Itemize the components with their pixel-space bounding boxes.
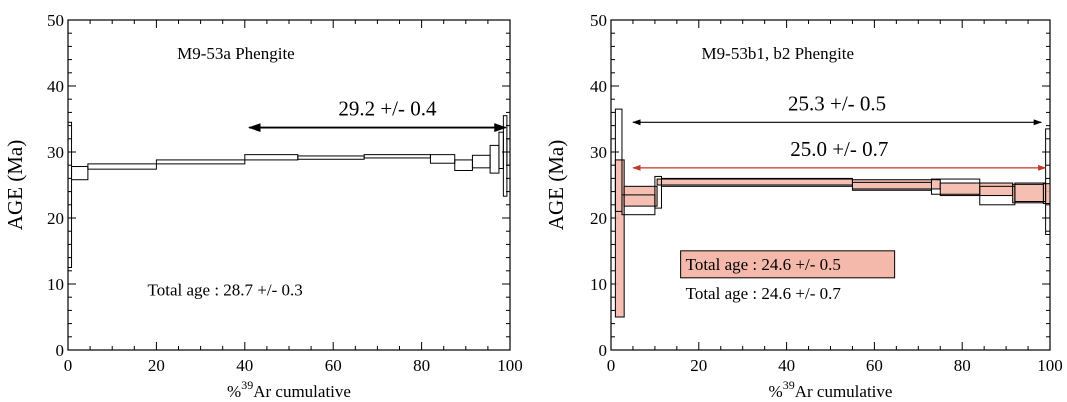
y-tick-label: 10	[47, 275, 64, 294]
x-tick-label: 0	[64, 356, 73, 375]
age-step-box	[498, 131, 504, 169]
x-axis-title-suffix: Ar cumulative	[253, 382, 351, 401]
age-step-box	[939, 182, 1014, 197]
age-step-box	[1012, 183, 1044, 204]
y-tick-label: 30	[590, 143, 607, 162]
age-step-box	[67, 121, 73, 268]
y-axis-title: AGE (Ma)	[544, 140, 568, 230]
y-axis-title: AGE (Ma)	[3, 140, 27, 230]
y-tick-label: 20	[47, 209, 64, 228]
total-age-highlight-box	[680, 250, 896, 279]
x-tick-label: 0	[607, 356, 616, 375]
plateau-age-label: 25.3 +/- 0.5	[788, 91, 886, 115]
y-tick-label: 20	[590, 209, 607, 228]
x-tick-label: 20	[690, 356, 707, 375]
x-tick-label: 40	[236, 356, 253, 375]
age-step-box	[87, 163, 157, 170]
age-step-box	[244, 154, 299, 161]
y-tick-label: 40	[590, 77, 607, 96]
series-b1	[614, 108, 1051, 235]
x-axis-title: %39Ar cumulative	[227, 378, 351, 401]
age-step-box	[656, 178, 853, 186]
x-tick-label: 100	[497, 356, 523, 375]
age-step-box	[297, 155, 365, 160]
x-tick-label: 60	[325, 356, 342, 375]
series-0	[67, 115, 511, 268]
total-age-label: Total age : 24.6 +/- 0.7	[686, 284, 842, 303]
age-step-box	[623, 185, 658, 207]
x-tick-label: 80	[413, 356, 430, 375]
y-tick-label: 0	[56, 341, 65, 360]
sample-label: M9-53a Phengite	[177, 44, 295, 63]
y-tick-label: 40	[47, 77, 64, 96]
x-axis-title-superscript: 39	[241, 378, 253, 392]
age-step-box	[1042, 183, 1051, 204]
age-step-box	[489, 144, 500, 174]
plot-frame	[67, 19, 511, 351]
series-b2	[614, 159, 1051, 318]
plateau-age-label: 25.0 +/- 0.7	[790, 137, 888, 161]
x-axis-title-suffix: Ar cumulative	[795, 382, 893, 401]
y-tick-label: 10	[590, 275, 607, 294]
total-age-label: Total age : 28.7 +/- 0.3	[148, 281, 303, 300]
age-step-box	[614, 108, 623, 212]
y-tick-label: 0	[599, 341, 608, 360]
age-step-box	[851, 179, 941, 190]
age-step-box	[454, 159, 473, 171]
y-tick-label: 50	[47, 11, 64, 30]
x-axis-title-prefix: %	[227, 382, 241, 401]
age-step-box	[506, 138, 511, 166]
x-tick-label: 80	[954, 356, 971, 375]
age-step-box	[1045, 128, 1051, 235]
x-axis-title-prefix: %	[769, 382, 783, 401]
age-step-box	[471, 154, 491, 169]
x-axis-title: %39Ar cumulative	[769, 378, 893, 401]
x-tick-label: 60	[866, 356, 883, 375]
y-tick-label: 30	[47, 143, 64, 162]
x-tick-label: 100	[1037, 356, 1063, 375]
age-step-box	[654, 175, 662, 209]
age-step-box	[363, 154, 431, 159]
age-step-box	[429, 154, 456, 164]
x-tick-label: 40	[778, 356, 795, 375]
x-axis-title-superscript: 39	[783, 378, 795, 392]
sample-label: M9-53b1, b2 Phengite	[702, 44, 855, 63]
plateau-age-label: 29.2 +/- 0.4	[338, 97, 437, 121]
age-step-box	[614, 159, 625, 318]
age-step-box	[155, 159, 246, 165]
age-step-box	[71, 166, 89, 181]
y-tick-label: 50	[590, 11, 607, 30]
total-age-label: Total age : 24.6 +/- 0.5	[686, 255, 841, 274]
x-tick-label: 20	[148, 356, 165, 375]
